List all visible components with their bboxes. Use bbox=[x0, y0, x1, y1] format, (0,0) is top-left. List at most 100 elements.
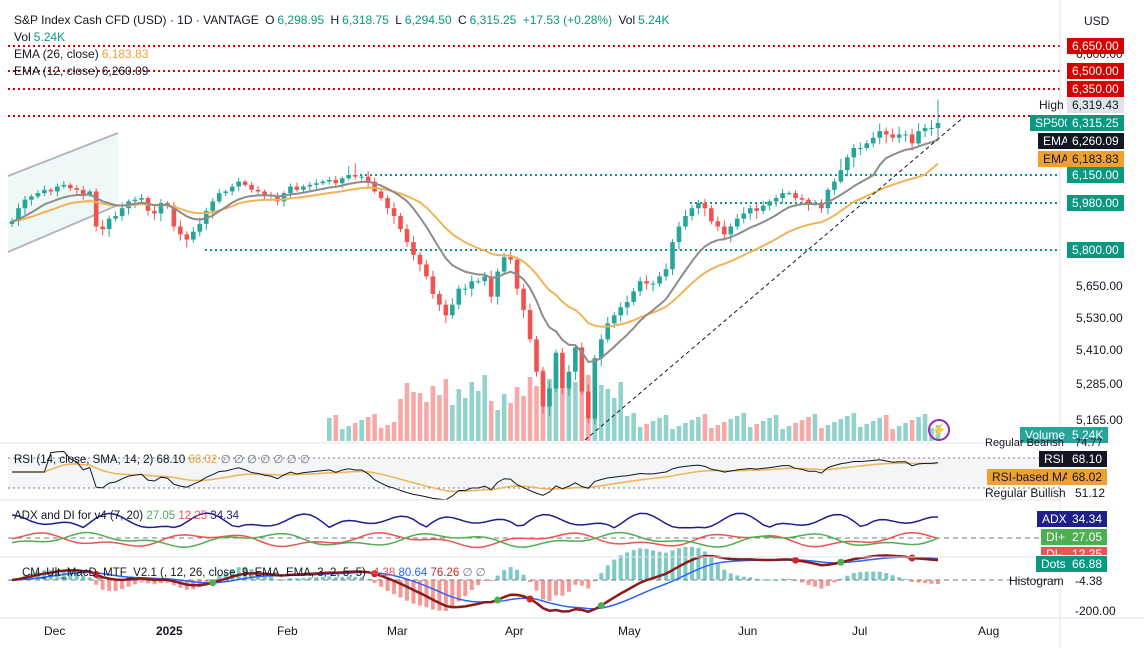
volume-bar bbox=[903, 423, 908, 441]
candle-body bbox=[747, 208, 753, 214]
candle-body bbox=[210, 201, 216, 211]
price-axis-tick: 5,165.00 bbox=[1076, 413, 1123, 427]
volume-bar bbox=[806, 417, 811, 441]
price-channel bbox=[7, 132, 119, 253]
histogram-bar bbox=[139, 580, 144, 583]
histogram-bar bbox=[676, 548, 681, 580]
volume-bar bbox=[825, 425, 831, 441]
histogram-bar bbox=[126, 580, 131, 587]
ema12-legend: EMA (12, close) 6,260.09 bbox=[14, 64, 149, 78]
candle-body bbox=[372, 181, 377, 192]
volume-bar bbox=[462, 398, 468, 441]
candle-body bbox=[676, 226, 682, 243]
candle-body bbox=[178, 226, 183, 235]
candle-body bbox=[799, 198, 805, 200]
cross-dot bbox=[494, 596, 502, 604]
candle-body bbox=[67, 184, 73, 189]
candle-body bbox=[152, 210, 157, 214]
candle-body bbox=[346, 175, 352, 179]
histogram-bar bbox=[838, 578, 843, 580]
histogram-bar bbox=[644, 548, 649, 580]
candle-body bbox=[132, 199, 138, 202]
candle-body bbox=[417, 254, 423, 265]
level-tag-5980: 5,980.00 bbox=[1067, 195, 1124, 211]
candle-body bbox=[16, 208, 21, 222]
month-label-jun: Jun bbox=[738, 624, 758, 638]
histogram-bar bbox=[430, 580, 435, 610]
candle-body bbox=[773, 198, 779, 202]
candle-body bbox=[547, 388, 552, 407]
candle-body bbox=[113, 216, 118, 219]
high-tag: 6,319.43 bbox=[1067, 97, 1124, 113]
candle-body bbox=[883, 131, 889, 135]
vol-legend: Vol 5.24K bbox=[14, 30, 66, 44]
histogram-bar bbox=[871, 571, 876, 580]
cross-dot bbox=[597, 602, 605, 610]
histogram-bar bbox=[592, 580, 597, 582]
histogram-bar bbox=[599, 573, 604, 580]
candle-body bbox=[327, 179, 332, 182]
header-legend: S&P Index Cash CFD (USD) · 1D · VANTAGE … bbox=[14, 13, 670, 27]
histogram-bar bbox=[638, 548, 643, 580]
volume-bar bbox=[767, 418, 772, 441]
candle-body bbox=[508, 257, 513, 260]
histogram-bar bbox=[469, 580, 474, 591]
candle-body bbox=[683, 216, 688, 227]
regular-bullish-value: 51.12 bbox=[1075, 486, 1106, 500]
cross-dot bbox=[92, 571, 100, 579]
cross-dot bbox=[209, 579, 217, 587]
volume-bar bbox=[488, 401, 494, 441]
adx-line bbox=[11, 512, 939, 529]
histogram-bar bbox=[709, 557, 714, 580]
histogram-bar bbox=[715, 563, 720, 580]
horizontal-levels bbox=[8, 45, 1060, 251]
histogram-bar bbox=[171, 580, 176, 586]
volume-bar bbox=[514, 387, 520, 441]
volume-bar bbox=[579, 366, 585, 441]
currency-label[interactable]: USD bbox=[1084, 14, 1110, 28]
adx-tag: 34.34 bbox=[1067, 511, 1108, 527]
candle-body bbox=[845, 157, 850, 171]
candle-body bbox=[825, 189, 831, 209]
volume-bar bbox=[683, 423, 688, 441]
candle-body bbox=[832, 181, 837, 190]
histogram-bar bbox=[534, 580, 539, 591]
histogram-bar bbox=[327, 576, 332, 580]
histogram-bar bbox=[340, 577, 345, 580]
candle-body bbox=[877, 131, 883, 138]
candle-body bbox=[482, 276, 488, 282]
histogram-bar bbox=[774, 579, 779, 581]
histogram-bar bbox=[94, 580, 99, 585]
histogram-bar bbox=[42, 570, 47, 580]
volume-bar bbox=[352, 423, 358, 441]
volume-bar bbox=[637, 427, 643, 441]
histogram-bar bbox=[463, 580, 468, 596]
volume-bar bbox=[618, 382, 623, 441]
candle-body bbox=[42, 189, 47, 194]
histogram-bar bbox=[385, 580, 390, 591]
rsi-tag-label: RSI bbox=[1039, 451, 1070, 467]
histogram-bar bbox=[605, 565, 610, 580]
histogram-bar bbox=[68, 571, 73, 580]
histogram-bar bbox=[651, 550, 656, 580]
candle-body bbox=[553, 352, 559, 389]
regular-bullish-label: Regular Bullish bbox=[985, 486, 1066, 500]
candle-body bbox=[715, 221, 721, 227]
candle-body bbox=[22, 199, 28, 209]
volume-tag: 5.24K bbox=[1067, 427, 1109, 443]
histogram-bar bbox=[281, 579, 286, 581]
diplus-tag: 27.05 bbox=[1067, 529, 1108, 545]
candle-body bbox=[650, 283, 656, 285]
histogram-tag-label: Histogram bbox=[1009, 574, 1064, 588]
histogram-bar bbox=[586, 580, 591, 589]
histogram-bar bbox=[696, 548, 701, 580]
diminus-tag: 12.25 bbox=[1067, 547, 1108, 555]
month-label-jul: Jul bbox=[852, 624, 868, 638]
histogram-bar bbox=[521, 574, 526, 580]
volume-bar bbox=[728, 419, 734, 441]
candle-body bbox=[61, 184, 67, 187]
candle-body bbox=[922, 127, 928, 132]
candle-body bbox=[916, 131, 921, 144]
histogram-bar bbox=[553, 580, 558, 596]
lightning-icon[interactable]: ⚡ bbox=[928, 419, 950, 441]
